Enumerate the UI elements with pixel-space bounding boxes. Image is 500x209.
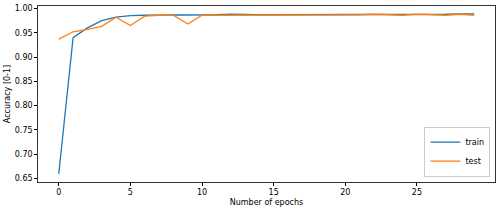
svg-text:0.65: 0.65 bbox=[15, 174, 33, 183]
svg-text:20: 20 bbox=[340, 188, 350, 197]
svg-text:0.80: 0.80 bbox=[15, 101, 33, 110]
svg-text:15: 15 bbox=[269, 188, 279, 197]
svg-text:0.70: 0.70 bbox=[15, 150, 33, 159]
svg-text:train: train bbox=[465, 138, 484, 147]
svg-text:Number of epochs: Number of epochs bbox=[230, 198, 303, 207]
svg-text:0: 0 bbox=[56, 188, 61, 197]
svg-text:10: 10 bbox=[197, 188, 207, 197]
svg-text:0.85: 0.85 bbox=[15, 77, 33, 86]
svg-text:0.75: 0.75 bbox=[15, 126, 33, 135]
svg-text:test: test bbox=[465, 157, 480, 166]
svg-text:0.90: 0.90 bbox=[15, 53, 33, 62]
svg-text:5: 5 bbox=[128, 188, 133, 197]
svg-text:Accuracy [0-1]: Accuracy [0-1] bbox=[3, 65, 12, 123]
svg-text:25: 25 bbox=[412, 188, 422, 197]
svg-text:0.95: 0.95 bbox=[15, 29, 33, 38]
svg-text:1.00: 1.00 bbox=[15, 4, 33, 13]
